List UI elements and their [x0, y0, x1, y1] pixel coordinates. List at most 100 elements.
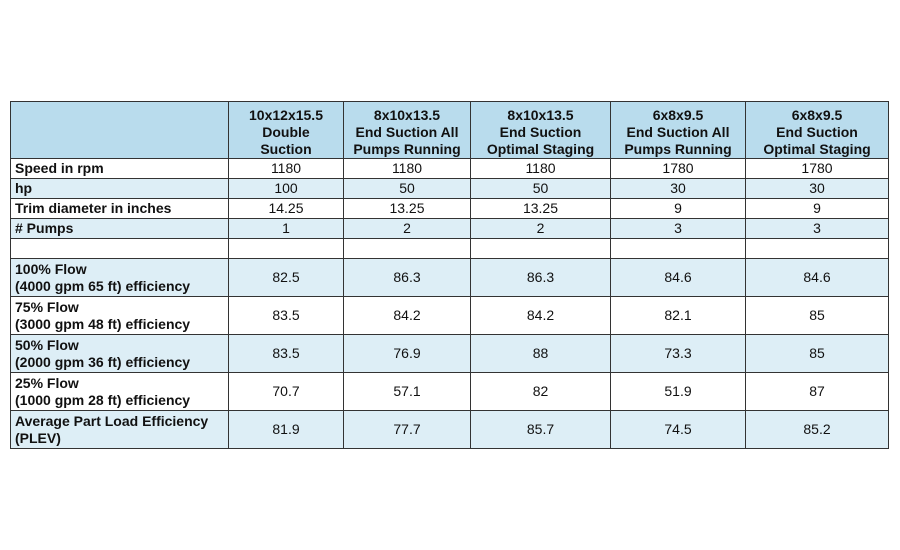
cell-line: (1000 gpm 28 ft) efficiency: [15, 391, 191, 408]
cell-line: Double: [262, 124, 310, 140]
column-header: 8x10x13.5 End Suction All Pumps Running: [343, 101, 471, 159]
cell-line: (3000 gpm 48 ft) efficiency: [15, 315, 191, 332]
value-cell: 30: [745, 178, 889, 199]
value-cell: 50: [343, 178, 471, 199]
cell-line: Pumps Running: [353, 141, 461, 157]
row-label: 100% Flow (4000 gpm 65 ft) efficiency: [10, 258, 229, 297]
value-cell: 3: [745, 218, 889, 239]
value-cell: 1180: [343, 158, 471, 179]
value-cell: 83.5: [228, 334, 344, 373]
empty-cell: [610, 238, 746, 259]
value-cell: 85: [745, 296, 889, 335]
value-cell: 86.3: [470, 258, 611, 297]
value-cell: 82.5: [228, 258, 344, 297]
empty-cell: [10, 238, 229, 259]
value-cell: 100: [228, 178, 344, 199]
value-cell: 81.9: [228, 410, 344, 449]
value-cell: 87: [745, 372, 889, 411]
cell-line: 8x10x13.5: [373, 107, 441, 123]
value-cell: 70.7: [228, 372, 344, 411]
data-row: Speed in rpm 1180 1180 1180 1780 1780: [10, 158, 889, 179]
cell-line: 10x12x15.5: [249, 107, 323, 123]
column-header: 6x8x9.5 End Suction Optimal Staging: [745, 101, 889, 159]
cell-line: # Pumps: [15, 220, 74, 236]
cell-line: End Suction All: [355, 124, 459, 140]
row-label: Trim diameter in inches: [10, 198, 229, 219]
row-label: 25% Flow (1000 gpm 28 ft) efficiency: [10, 372, 229, 411]
data-row: Trim diameter in inches 14.25 13.25 13.25 9 9: [10, 198, 889, 219]
cell-line: Suction: [260, 141, 312, 157]
cell-line: Speed in rpm: [15, 160, 104, 176]
value-cell: 9: [610, 198, 746, 219]
cell-line: (PLEV): [15, 429, 61, 446]
cell-line: Optimal Staging: [763, 141, 871, 157]
value-cell: 3: [610, 218, 746, 239]
row-label: # Pumps: [10, 218, 229, 239]
value-cell: 9: [745, 198, 889, 219]
row-label: Average Part Load Efficiency (PLEV): [10, 410, 229, 449]
cell-line: 50% Flow: [15, 336, 79, 353]
cell-line: hp: [15, 180, 33, 196]
value-cell: 88: [470, 334, 611, 373]
cell-line: 25% Flow: [15, 374, 79, 391]
cell-line: Average Part Load Efficiency: [15, 412, 209, 429]
value-cell: 14.25: [228, 198, 344, 219]
value-cell: 85.2: [745, 410, 889, 449]
corner-cell: [10, 101, 229, 159]
cell-line: (2000 gpm 36 ft) efficiency: [15, 353, 191, 370]
row-label: 75% Flow (3000 gpm 48 ft) efficiency: [10, 296, 229, 335]
cell-line: 100% Flow: [15, 260, 87, 277]
value-cell: 1780: [610, 158, 746, 179]
value-cell: 1180: [470, 158, 611, 179]
value-cell: 84.6: [745, 258, 889, 297]
value-cell: 73.3: [610, 334, 746, 373]
cell-line: 8x10x13.5: [507, 107, 574, 123]
value-cell: 51.9: [610, 372, 746, 411]
value-cell: 83.5: [228, 296, 344, 335]
value-cell: 84.6: [610, 258, 746, 297]
cell-line: End Suction All: [626, 124, 730, 140]
value-cell: 1: [228, 218, 344, 239]
empty-cell: [343, 238, 471, 259]
data-row: 75% Flow (3000 gpm 48 ft) efficiency 83.5 8…: [10, 296, 889, 335]
column-header: 8x10x13.5 End Suction Optimal Staging: [470, 101, 611, 159]
value-cell: 57.1: [343, 372, 471, 411]
empty-cell: [745, 238, 889, 259]
value-cell: 1780: [745, 158, 889, 179]
header-row: 10x12x15.5 Double Suction 8x10x13.5 End Suct…: [10, 101, 889, 159]
data-row: # Pumps 1 2 2 3 3: [10, 218, 889, 239]
value-cell: 2: [343, 218, 471, 239]
data-row: Average Part Load Efficiency (PLEV) 81.9 77…: [10, 410, 889, 449]
row-label: hp: [10, 178, 229, 199]
empty-cell: [470, 238, 611, 259]
value-cell: 85.7: [470, 410, 611, 449]
efficiency-table: 10x12x15.5 Double Suction 8x10x13.5 End Suct…: [10, 101, 889, 449]
value-cell: 85: [745, 334, 889, 373]
cell-line: Pumps Running: [624, 141, 732, 157]
value-cell: 1180: [228, 158, 344, 179]
value-cell: 74.5: [610, 410, 746, 449]
row-label: Speed in rpm: [10, 158, 229, 179]
data-row: 100% Flow (4000 gpm 65 ft) efficiency 82.5…: [10, 258, 889, 297]
cell-line: 6x8x9.5: [652, 107, 704, 123]
value-cell: 2: [470, 218, 611, 239]
row-label: 50% Flow (2000 gpm 36 ft) efficiency: [10, 334, 229, 373]
value-cell: 76.9: [343, 334, 471, 373]
data-row: 50% Flow (2000 gpm 36 ft) efficiency 83.5 7…: [10, 334, 889, 373]
column-header: 10x12x15.5 Double Suction: [228, 101, 344, 159]
table-body: Speed in rpm 1180 1180 1180 1780 1780 hp 100 50 5…: [10, 158, 889, 449]
value-cell: 84.2: [343, 296, 471, 335]
value-cell: 84.2: [470, 296, 611, 335]
spacer-row: [10, 238, 889, 259]
value-cell: 82.1: [610, 296, 746, 335]
value-cell: 30: [610, 178, 746, 199]
cell-line: End Suction: [776, 124, 858, 140]
cell-line: End Suction: [499, 124, 582, 140]
cell-line: 75% Flow: [15, 298, 79, 315]
value-cell: 13.25: [470, 198, 611, 219]
value-cell: 82: [470, 372, 611, 411]
value-cell: 13.25: [343, 198, 471, 219]
empty-cell: [228, 238, 344, 259]
cell-line: (4000 gpm 65 ft) efficiency: [15, 277, 191, 294]
